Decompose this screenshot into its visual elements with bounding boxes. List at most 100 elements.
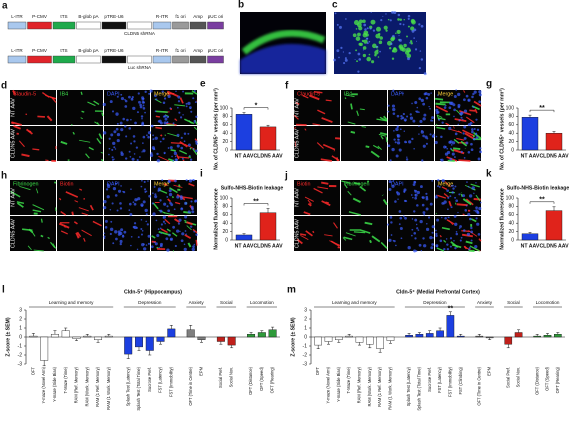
micrograph-texture [191,90,198,95]
micrograph-texture [371,235,381,243]
micrograph-texture [429,235,433,240]
micrograph-texture [468,248,470,251]
y-tick-label: 0 [19,334,22,340]
micrograph-texture [450,185,453,187]
x-tick-label: CLDN5 AAV [539,243,569,249]
micrograph-texture [10,190,21,198]
image-texture [388,46,392,50]
micrograph-texture [75,232,80,239]
micrograph-texture [190,110,193,113]
micrograph-texture [176,195,180,199]
micrograph-column-label: IB4 [344,91,352,97]
micrograph-texture [451,191,454,194]
bar [521,233,539,241]
image-texture [413,28,417,32]
micrograph [10,126,56,161]
micrograph-texture [87,101,96,107]
image-texture [333,58,336,62]
micrograph-texture [313,91,323,94]
plasmid-element [207,21,224,30]
micrograph-texture [391,104,396,108]
micrograph-texture [430,119,433,122]
micrograph-texture [423,113,427,117]
micrograph-texture [110,220,113,223]
micrograph-texture [369,239,372,244]
micrograph-texture [120,93,123,96]
image-texture [395,32,397,34]
micrograph-texture [144,111,146,114]
micrograph-texture [415,110,417,113]
micrograph-texture [435,232,438,236]
micrograph-texture [417,229,420,231]
micrograph-texture [173,208,176,211]
micrograph-texture [420,98,424,103]
x-tick-label: Splash Test (Latency) [406,366,411,406]
micrograph-texture [469,121,473,125]
micrograph-texture [132,106,136,110]
micrograph-texture [453,126,455,129]
micrograph-texture [187,132,190,135]
x-tick-label: T-Maze (Time) [346,366,351,393]
micrograph-row-label: NT AAV [10,98,16,117]
micrograph-texture [130,235,133,238]
micrograph-texture [425,197,429,201]
micrograph-texture [430,92,432,94]
micrograph-texture [344,183,348,189]
x-tick-label: RAM (1 Work. Memory) [106,366,111,410]
micrograph-texture [144,190,147,193]
group-label: Learning and memory [332,300,377,305]
image-texture [362,19,366,24]
micrograph-texture [413,231,417,235]
micrograph-texture [460,150,463,154]
plasmid-element [76,55,101,64]
image-texture [362,53,367,58]
micrograph-texture [129,213,133,216]
micrograph-texture [435,102,446,106]
micrograph-texture [452,244,462,249]
micrograph-texture [21,153,30,158]
micrograph-texture [447,208,449,211]
micrograph-texture [150,245,154,249]
micrograph-texture [353,182,361,185]
micrograph-texture [471,186,475,190]
micrograph-texture [395,127,399,132]
bar [61,330,70,338]
micrograph-texture [460,116,463,119]
micrograph-texture [103,235,106,238]
y-tick-label: 100 [220,195,229,201]
bar [247,334,256,338]
micrograph-row-label: CLDN5 AAV [294,128,300,158]
micrograph-texture [472,92,475,96]
micrograph-texture [164,117,168,121]
micrograph-texture [393,138,396,141]
bar [355,336,364,343]
micrograph-column-label: Merge [438,91,453,97]
plasmid-element-label: R-ITR [156,48,169,53]
micrograph-texture [398,139,400,141]
micrograph-texture [418,97,422,101]
micrograph-column-label: DAPI [391,91,404,97]
micrograph-row-label: CLDN5 AAV [10,218,16,248]
micrograph-texture [414,101,418,105]
micrograph-texture [157,228,160,230]
micrograph-texture [392,179,395,182]
micrograph-texture [448,140,452,144]
micrograph-texture [131,157,135,161]
micrograph-texture [142,200,146,204]
plasmid-element [52,21,76,30]
micrograph-texture [177,156,190,159]
micrograph [57,216,103,251]
micrograph-texture [410,194,413,196]
micrograph-texture [152,202,159,210]
micrograph-texture [392,239,395,242]
micrograph-texture [111,110,115,113]
micrograph-texture [441,202,445,205]
micrograph-texture [192,148,198,156]
micrograph-texture [427,216,431,219]
micrograph-texture [302,94,309,99]
bar [335,336,343,340]
micrograph-texture [312,230,315,234]
bar [268,329,277,338]
x-tick-label: Sucrose Pref. [147,367,152,392]
micrograph-texture [60,210,67,216]
